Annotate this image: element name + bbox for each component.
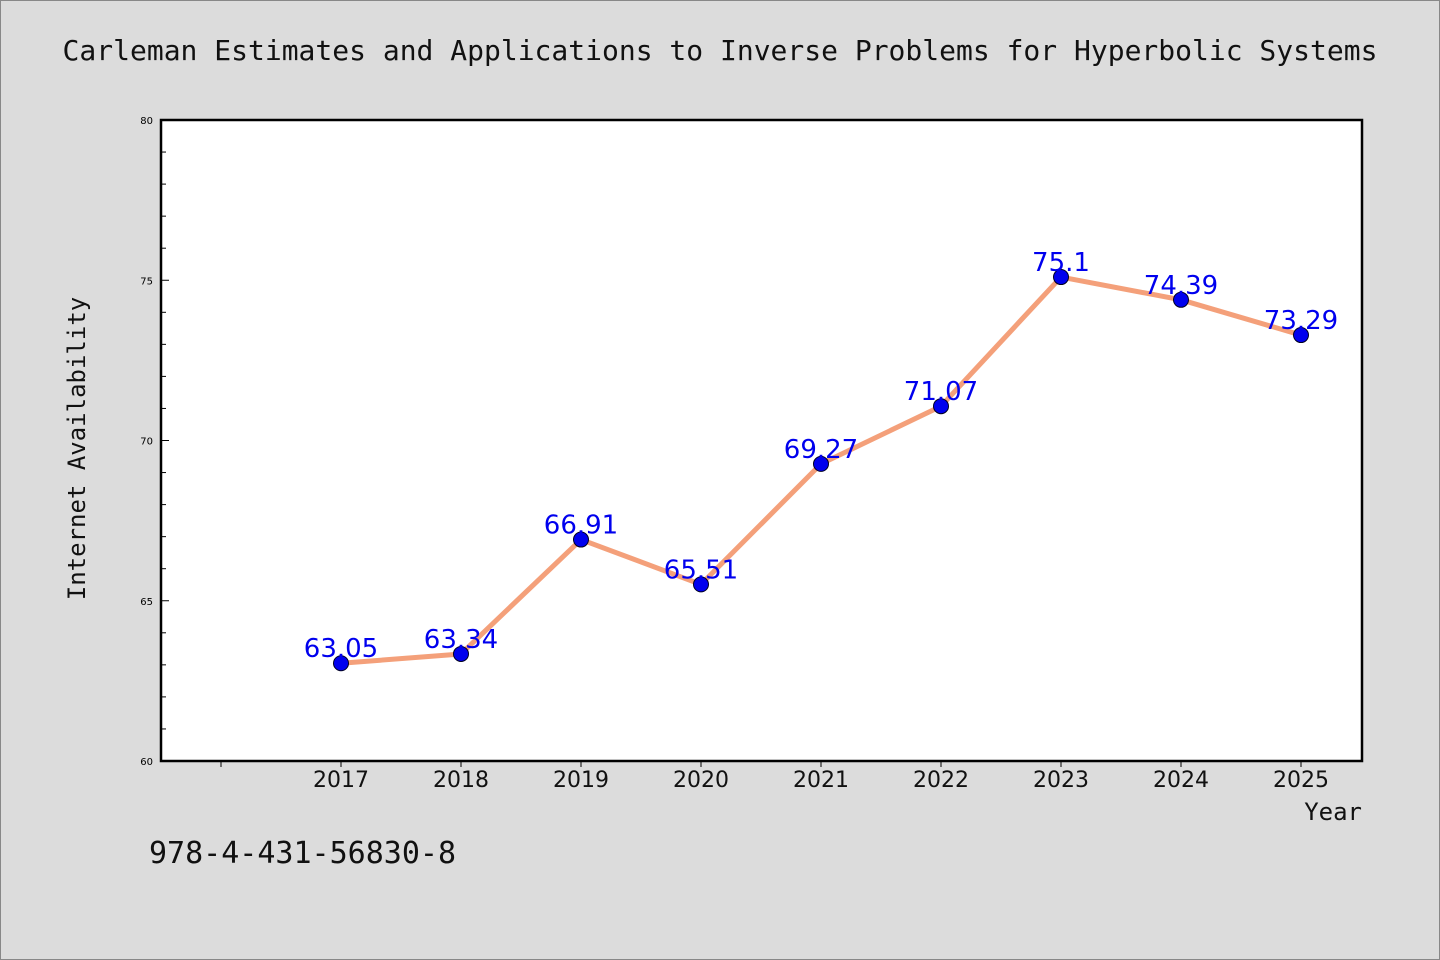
y-tick-label: 80 — [140, 116, 153, 127]
y-tick-label: 75 — [140, 276, 153, 287]
data-label: 75.1 — [1032, 248, 1090, 278]
chart-title: Carleman Estimates and Applications to I… — [62, 34, 1378, 67]
x-tick-label: 2020 — [673, 768, 729, 793]
data-label: 63.34 — [424, 625, 498, 655]
x-axis-label: Year — [1304, 798, 1362, 826]
data-point — [1173, 291, 1189, 308]
y-tick-label: 65 — [140, 597, 153, 608]
x-tick-label: 2018 — [433, 768, 489, 793]
x-tick-label: 2024 — [1153, 768, 1209, 793]
x-tick-label: 2023 — [1033, 768, 1089, 793]
data-point — [693, 576, 709, 593]
data-point — [333, 655, 349, 672]
isbn-text: 978-4-431-56830-8 — [149, 836, 457, 871]
data-point — [813, 455, 829, 472]
data-point — [1293, 327, 1309, 344]
data-label: 73.29 — [1264, 306, 1338, 336]
data-label: 63.05 — [304, 634, 378, 664]
x-tick-label: 2021 — [793, 768, 849, 793]
y-axis-label: Internet Availability — [63, 297, 91, 600]
data-label: 65.51 — [664, 555, 738, 585]
x-tick-label: 2022 — [913, 768, 969, 793]
data-label: 66.91 — [544, 511, 618, 541]
x-tick-label: 2025 — [1273, 768, 1329, 793]
data-point — [933, 398, 949, 415]
data-label: 69.27 — [784, 435, 858, 465]
x-tick-label: 2017 — [313, 768, 369, 793]
data-label: 71.07 — [904, 377, 978, 407]
data-point — [453, 645, 469, 662]
y-tick-label: 70 — [140, 437, 153, 448]
data-point — [1053, 269, 1069, 286]
data-label: 74.39 — [1144, 271, 1218, 301]
plot-area — [159, 118, 1364, 763]
y-tick-label: 60 — [140, 757, 153, 768]
x-tick-label: 2019 — [553, 768, 609, 793]
data-point — [573, 531, 589, 548]
